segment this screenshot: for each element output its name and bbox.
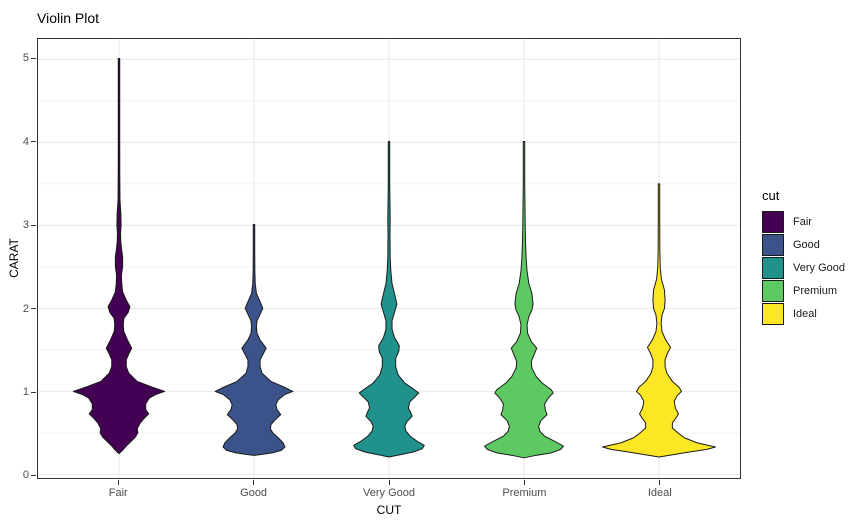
page-title: Violin Plot <box>37 10 100 26</box>
x-tick-mark <box>523 480 525 485</box>
legend-entry-label: Premium <box>793 285 838 297</box>
x-axis-title: CUT <box>376 503 402 517</box>
y-tick-label: 2 <box>22 302 29 315</box>
legend-key-swatch <box>762 280 784 302</box>
x-tick-mark <box>117 480 119 485</box>
legend-entry-good: Good <box>762 234 845 256</box>
y-tick-mark <box>31 224 36 226</box>
legend-entry-premium: Premium <box>762 280 845 302</box>
x-tick-mark <box>388 480 390 485</box>
legend-entry-label: Very Good <box>793 262 845 274</box>
legend-key-swatch <box>762 234 784 256</box>
violin-premium <box>484 141 564 459</box>
y-tick-label: 5 <box>22 52 29 65</box>
legend-entry-label: Good <box>793 239 820 251</box>
x-tick-label: Good <box>240 487 268 499</box>
y-tick-label: 4 <box>22 135 29 148</box>
y-tick-label: 1 <box>22 386 29 398</box>
legend-key-swatch <box>762 257 784 279</box>
legend-entry-ideal: Ideal <box>762 303 845 325</box>
y-tick-mark <box>31 308 36 310</box>
y-tick-label: 3 <box>22 219 29 232</box>
x-tick-label: Ideal <box>647 487 672 499</box>
y-tick-label: 0 <box>22 469 29 482</box>
violin-good <box>214 224 294 456</box>
legend-entry-very-good: Very Good <box>762 257 845 279</box>
legend-entry-fair: Fair <box>762 211 845 233</box>
y-tick-mark <box>31 141 36 143</box>
violin-very-good <box>353 141 425 458</box>
x-tick-label: Very Good <box>363 487 415 499</box>
violin-fair <box>72 57 166 455</box>
legend-entry-label: Fair <box>793 216 812 228</box>
legend-title: cut <box>762 188 780 203</box>
legend-entries: Fair Good Very Good Premium Ideal <box>762 211 845 325</box>
violin-ideal <box>602 183 716 458</box>
y-tick-mark <box>31 474 36 476</box>
legend-key-swatch <box>762 303 784 325</box>
x-tick-mark <box>253 480 255 485</box>
legend: cut Fair Good Very Good Premium Ideal <box>762 188 845 326</box>
legend-entry-label: Ideal <box>793 308 817 320</box>
x-tick-mark <box>659 480 661 485</box>
y-tick-mark <box>31 57 36 59</box>
x-tick-label: Premium <box>502 487 547 499</box>
y-axis-title: CARAT <box>7 238 21 278</box>
legend-key-swatch <box>762 211 784 233</box>
y-tick-mark <box>31 391 36 393</box>
violin-chart <box>38 39 740 478</box>
plot-panel <box>37 38 741 479</box>
x-tick-label: Fair <box>108 487 128 499</box>
